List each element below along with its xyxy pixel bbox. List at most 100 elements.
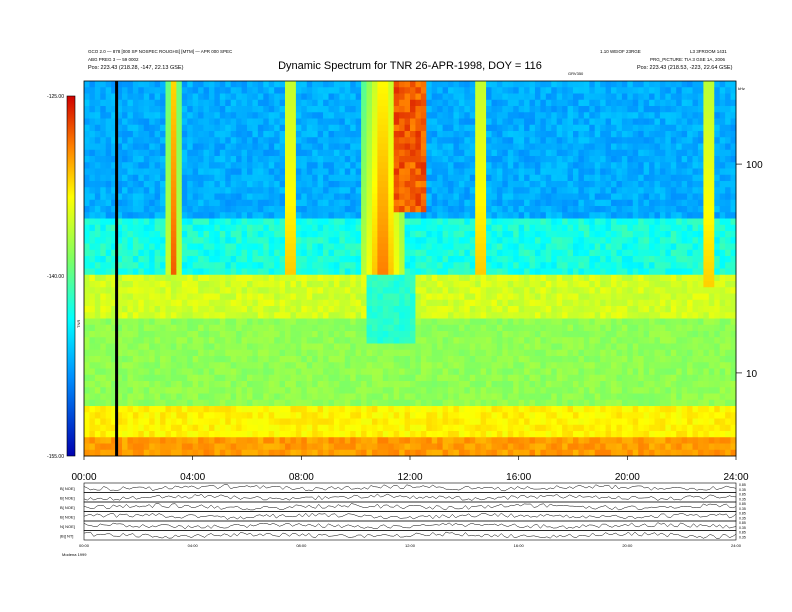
spectrum-cell	[464, 337, 471, 344]
spectrum-cell	[464, 243, 471, 251]
spectrum-cell	[116, 162, 123, 169]
spectrum-cell	[524, 81, 530, 88]
spectrum-cell	[502, 249, 509, 257]
spectrum-cell	[122, 199, 128, 207]
spectrum-cell	[241, 374, 248, 382]
spectrum-cell	[268, 312, 275, 319]
spectrum-cell	[208, 256, 215, 263]
spectrum-cell	[491, 312, 498, 319]
spectrum-cell	[323, 174, 329, 182]
spectrum-cell	[496, 274, 503, 282]
spectrum-cell	[518, 87, 525, 94]
spectrum-cell	[257, 168, 264, 176]
spectrum-cell	[230, 162, 237, 169]
spectrum-cell	[257, 237, 264, 244]
spectrum-cell	[420, 81, 427, 88]
spectrum-cell	[219, 106, 226, 113]
spectrum-cell	[247, 112, 253, 119]
spectrum-cell	[524, 224, 530, 232]
spectrum-cell	[464, 293, 471, 301]
spectrum-cell	[116, 412, 123, 419]
spectrum-cell	[127, 431, 134, 438]
spectrum-cell	[328, 218, 335, 226]
spectrum-cell	[480, 381, 487, 388]
spectrum-cell	[328, 449, 335, 457]
spectrum-cell	[366, 243, 373, 251]
spectrum-cell	[105, 106, 112, 113]
spectrum-cell	[366, 343, 373, 351]
spectrum-cell	[149, 106, 156, 113]
spectrum-cell	[105, 318, 112, 326]
spectrum-cell	[116, 187, 123, 194]
spectrum-cell	[388, 399, 395, 407]
spectrum-cell	[382, 231, 389, 238]
spectrum-cell	[480, 443, 487, 451]
spectrum-cell	[377, 99, 384, 107]
spectrum-cell	[285, 412, 291, 419]
spectrum-cell	[312, 356, 319, 363]
spectrum-cell	[518, 324, 525, 332]
spectrum-cell	[301, 256, 308, 263]
spectrum-cell	[491, 231, 498, 238]
spectrum-cell	[192, 231, 199, 238]
spectrum-cell	[279, 406, 286, 413]
spectrum-cell	[410, 381, 416, 388]
spectrum-cell	[377, 162, 384, 169]
spectrum-cell	[333, 206, 340, 213]
spectrum-cell	[344, 274, 351, 282]
spectrum-cell	[274, 381, 280, 388]
spectrum-cell	[84, 293, 90, 301]
spectrum-cell	[486, 199, 492, 207]
spectrum-cell	[100, 262, 107, 269]
spectrum-cell	[415, 412, 422, 419]
spectrum-cell	[274, 206, 280, 213]
spectrum-cell	[301, 137, 308, 144]
header-left-line: Pos: 223.43 (218.28, -147, 22.13 GSE)	[88, 65, 184, 71]
spectrum-cell	[458, 356, 465, 363]
spectrum-cell	[361, 137, 367, 144]
spectrum-cell	[388, 368, 395, 376]
spectrum-cell	[187, 81, 194, 88]
spectrum-cell	[122, 143, 128, 151]
spectrum-cell	[502, 181, 509, 188]
spectrum-cell	[333, 393, 340, 401]
spectrum-cell	[415, 337, 422, 344]
spectrum-cell	[154, 312, 161, 319]
spectrum-cell	[100, 343, 107, 351]
spectrum-cell	[442, 418, 449, 426]
spectrum-cell	[89, 99, 96, 107]
spectrum-cell	[122, 437, 128, 444]
spectrum-cell	[285, 337, 291, 344]
spectrum-cell	[410, 212, 416, 219]
spectrum-cell	[312, 231, 319, 238]
spectrum-cell	[333, 112, 340, 119]
spectrum-cell	[355, 362, 362, 369]
spectrum-cell	[290, 437, 297, 444]
spectrum-cell	[339, 312, 346, 319]
spectrum-cell	[377, 87, 384, 94]
spectrum-cell	[491, 449, 498, 457]
spectrum-cell	[100, 206, 107, 213]
spectrum-cell	[404, 206, 411, 213]
spectrum-cell	[502, 312, 509, 319]
spectrum-cell	[491, 93, 498, 101]
spectrum-cell	[241, 431, 248, 438]
spectrum-cell	[361, 262, 367, 269]
spectrum-cell	[143, 318, 150, 326]
spectrum-cell	[366, 287, 373, 294]
spectrum-cell	[160, 299, 166, 307]
spectrum-cell	[388, 268, 395, 276]
spectrum-cell	[420, 349, 427, 357]
spectrum-cell	[442, 131, 449, 138]
spectrum-cell	[149, 431, 156, 438]
spectrum-cell	[431, 137, 438, 144]
spectrum-cell	[181, 287, 188, 294]
spectrum-cell	[524, 168, 530, 176]
spectrum-cell	[382, 287, 389, 294]
spectrum-cell	[89, 93, 96, 101]
spectrum-cell	[290, 274, 297, 282]
spectrum-cell	[469, 374, 476, 382]
spectrum-cell	[350, 312, 357, 319]
spectrum-cell	[524, 312, 530, 319]
spectrum-cell	[301, 181, 308, 188]
